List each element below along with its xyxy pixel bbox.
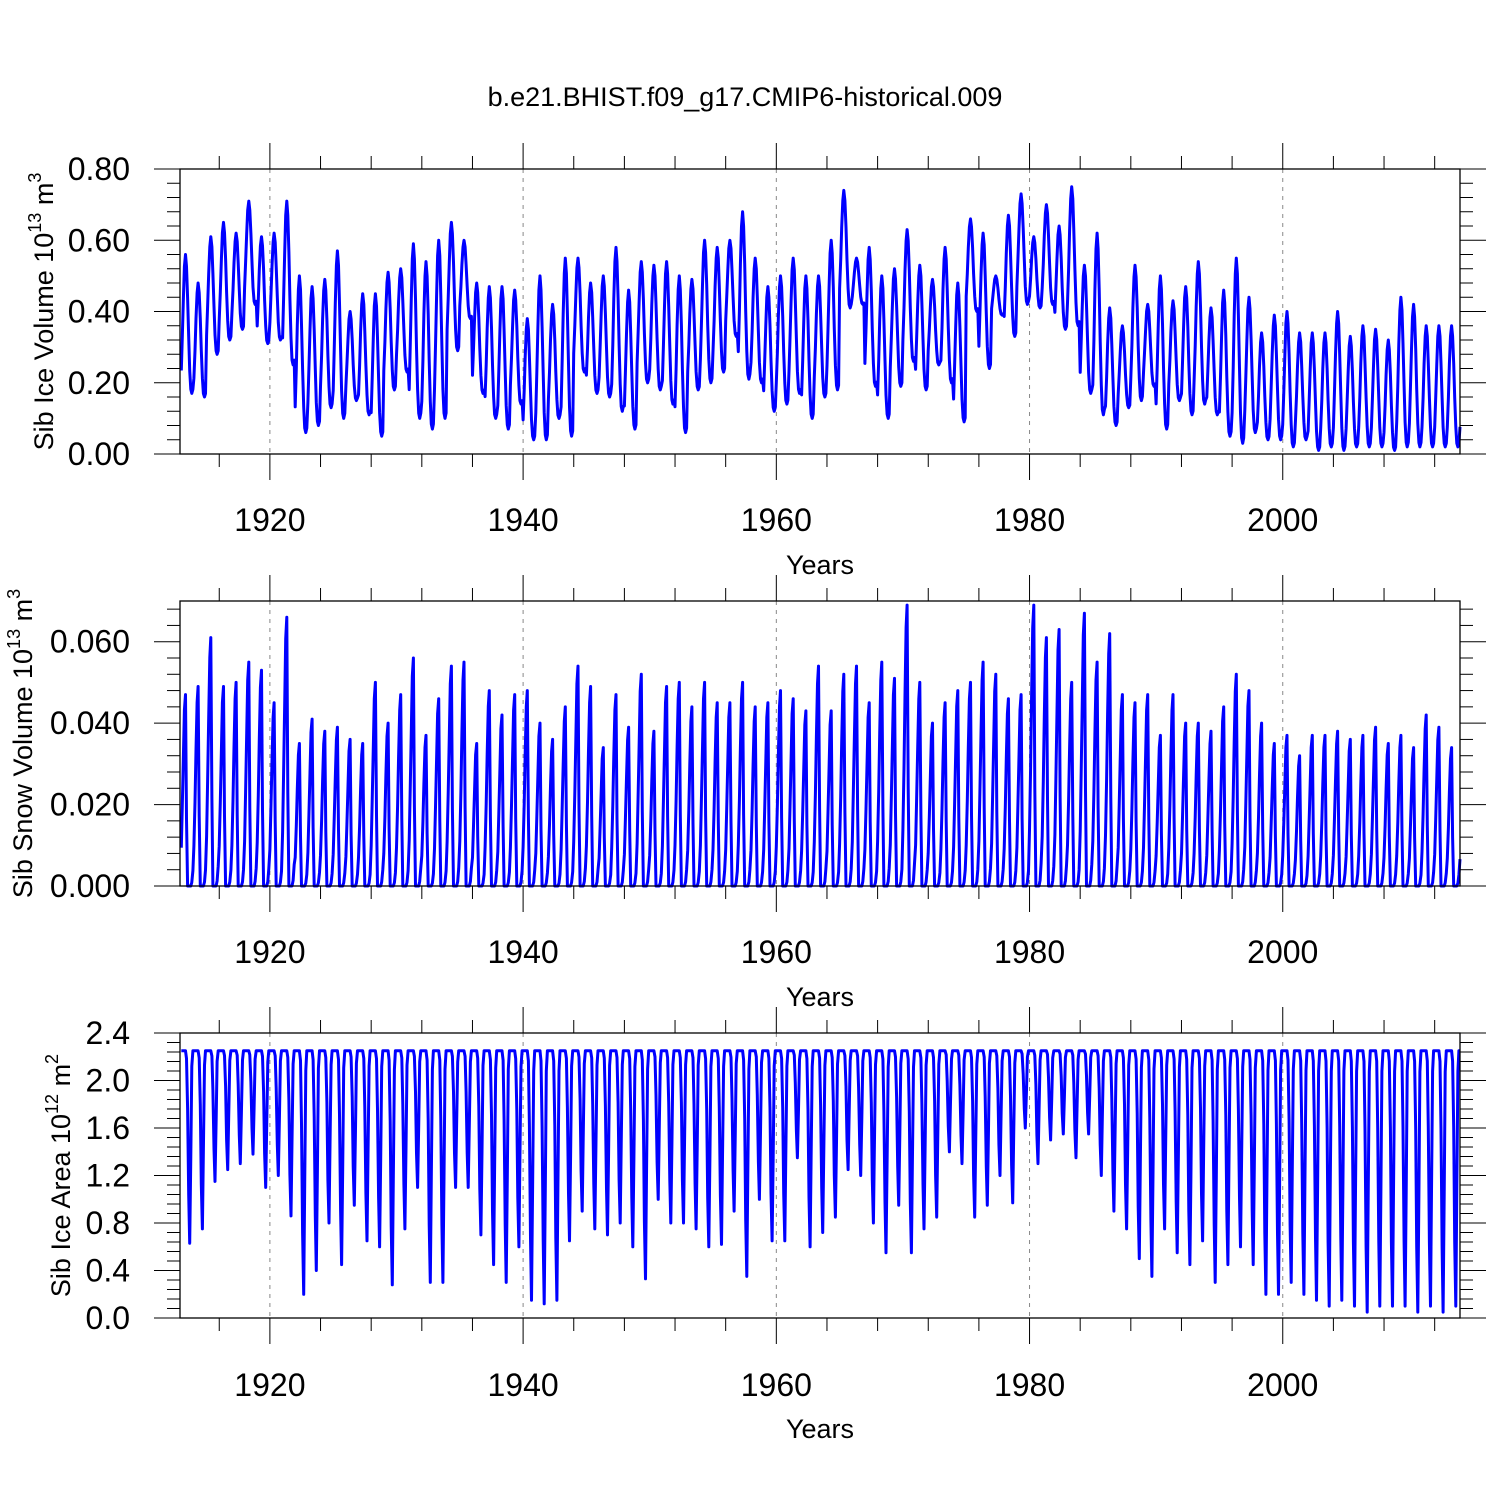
y-tick-label: 0.40 bbox=[68, 294, 130, 330]
x-tick-label: 1920 bbox=[234, 1367, 305, 1403]
x-tick-label: 1980 bbox=[994, 1367, 1065, 1403]
x-tick-label: 1920 bbox=[234, 934, 305, 970]
y-tick-label: 0.020 bbox=[50, 787, 130, 823]
x-tick-label: 1980 bbox=[994, 934, 1065, 970]
y-tick-label: 0.000 bbox=[50, 868, 130, 904]
y-tick-label: 0.80 bbox=[68, 151, 130, 187]
y-tick-label: 2.4 bbox=[86, 1015, 130, 1051]
y-tick-label: 0.040 bbox=[50, 705, 130, 741]
panel-ice-area: 0.0 0.4 0.8 1.2 1.6 2.0 2.4 1920 1940 1960 1980 200… bbox=[42, 1007, 1486, 1444]
y-tick-label: 0.060 bbox=[50, 624, 130, 660]
x-tick-label: 2000 bbox=[1247, 1367, 1318, 1403]
x-tick-label: 1960 bbox=[741, 1367, 812, 1403]
y-tick-label: 1.6 bbox=[86, 1110, 130, 1146]
series-line-snow-volume bbox=[179, 603, 1462, 888]
y-axis-title: Sib Ice Area 1012 m2 bbox=[42, 1054, 76, 1297]
panel-snow-volume: 0.000 0.020 0.040 0.060 1920 1940 1960 1980 2000… bbox=[4, 575, 1486, 1012]
y-tick-label: 2.0 bbox=[86, 1063, 130, 1099]
plot-frame-snow-volume bbox=[179, 600, 1461, 887]
series-line-ice-area bbox=[180, 1049, 1461, 1314]
y-tick-label: 0.0 bbox=[86, 1300, 130, 1336]
x-tick-label: 1920 bbox=[234, 502, 305, 538]
y-axis-title: Sib Snow Volume 1013 m3 bbox=[4, 589, 38, 898]
x-tick-label: 1960 bbox=[741, 502, 812, 538]
y-tick-label: 0.60 bbox=[68, 222, 130, 258]
x-tick-label: 2000 bbox=[1247, 934, 1318, 970]
y-tick-label: 0.8 bbox=[86, 1205, 130, 1241]
x-tick-label: 2000 bbox=[1247, 502, 1318, 538]
x-axis-title: Years bbox=[786, 550, 854, 580]
x-axis-title: Years bbox=[786, 982, 854, 1012]
y-tick-label: 0.20 bbox=[68, 365, 130, 401]
x-tick-label: 1940 bbox=[488, 934, 559, 970]
y-tick-label: 0.00 bbox=[68, 436, 130, 472]
series-line-ice-volume bbox=[179, 185, 1462, 452]
panel-ice-volume: 0.00 0.20 0.40 0.60 0.80 1920 1940 1960 1980 2000… bbox=[25, 143, 1486, 580]
x-tick-label: 1940 bbox=[488, 502, 559, 538]
chart-title: b.e21.BHIST.f09_g17.CMIP6-historical.009 bbox=[488, 82, 1003, 112]
y-tick-label: 0.4 bbox=[86, 1253, 130, 1289]
x-tick-label: 1980 bbox=[994, 502, 1065, 538]
x-tick-label: 1940 bbox=[488, 1367, 559, 1403]
x-axis-title: Years bbox=[786, 1414, 854, 1444]
y-axis-title: Sib Ice Volume 1013 m3 bbox=[25, 173, 59, 451]
x-tick-label: 1960 bbox=[741, 934, 812, 970]
y-tick-label: 1.2 bbox=[86, 1158, 130, 1194]
